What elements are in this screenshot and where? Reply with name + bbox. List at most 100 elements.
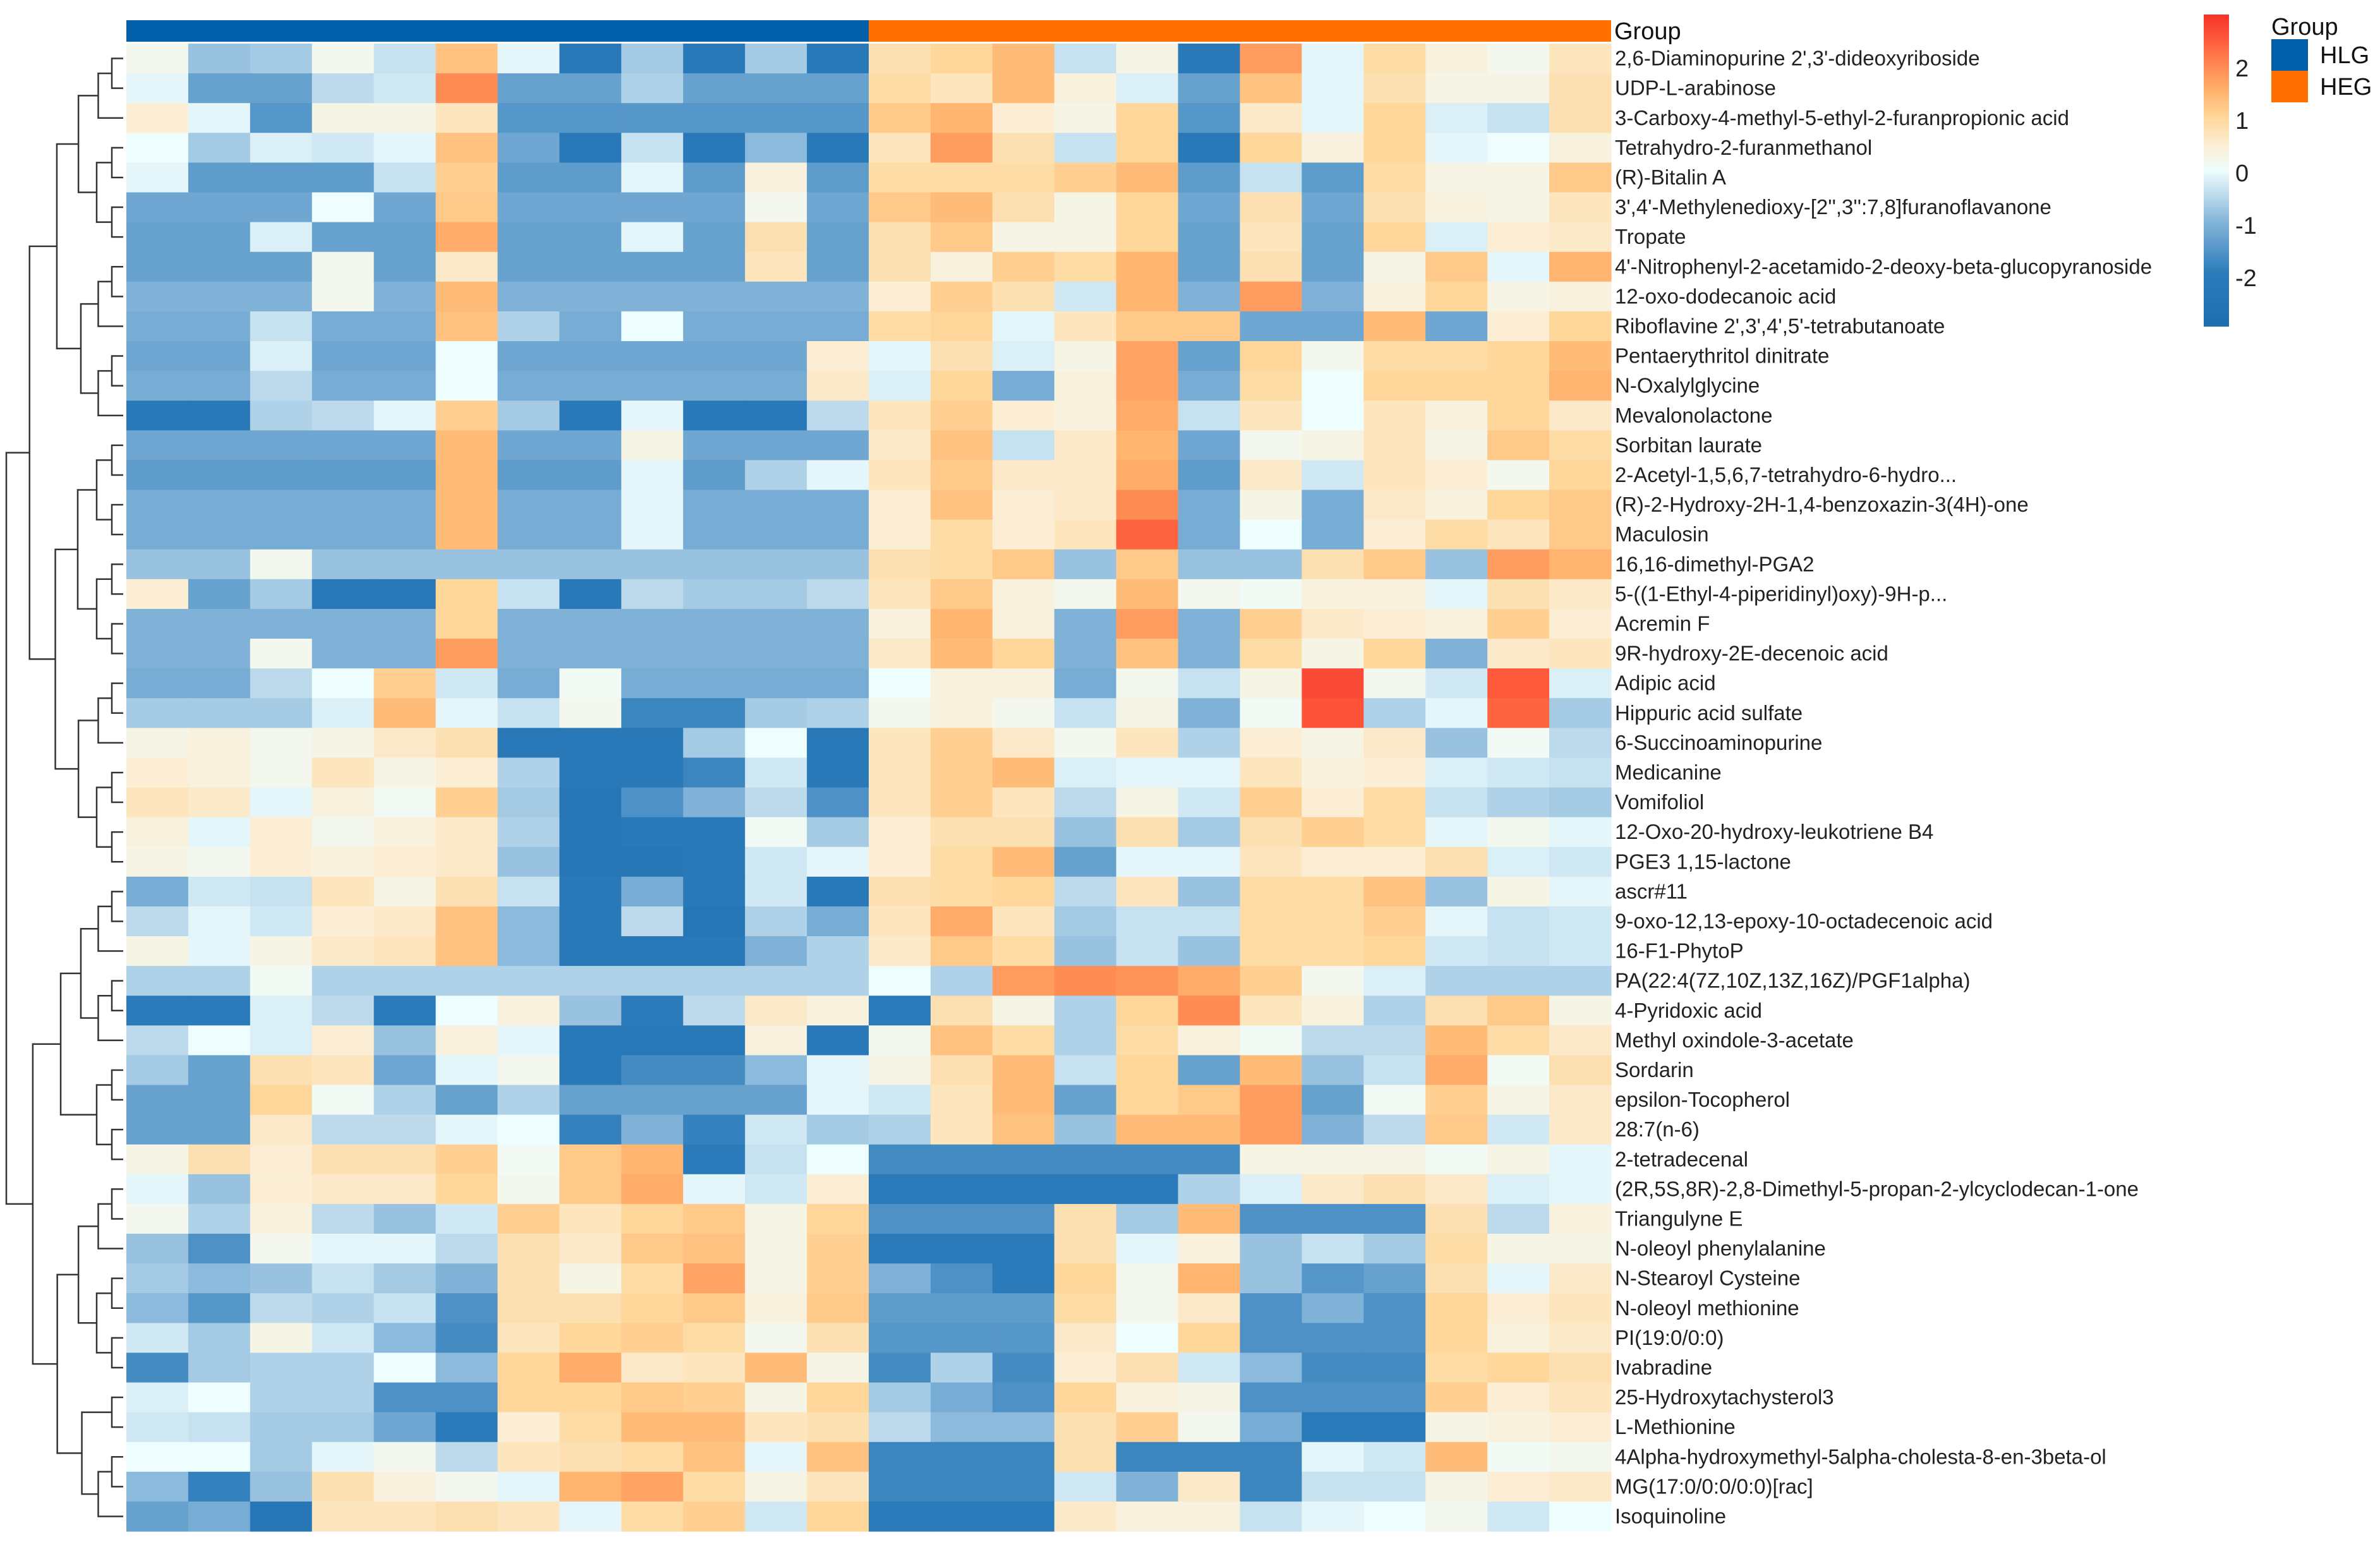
heatmap-cell (683, 341, 746, 371)
heatmap-cell (745, 1174, 807, 1205)
heatmap-cell (250, 1203, 313, 1234)
row-label: Tropate (1615, 225, 1686, 248)
heatmap-cell (683, 639, 746, 669)
heatmap-cell (683, 460, 746, 491)
heatmap-cell (435, 1114, 498, 1145)
heatmap-cell (745, 728, 807, 758)
heatmap-cell (1240, 1471, 1303, 1502)
heatmap-cell (559, 103, 622, 133)
row-labels: 2,6-Diaminopurine 2',3'-dideoxyriboside U… (1615, 47, 2152, 1528)
heatmap-cell (435, 846, 498, 877)
heatmap-cell (1549, 1085, 1612, 1116)
heatmap-cell (621, 1263, 684, 1294)
heatmap-cell (559, 579, 622, 610)
heatmap-cell (1549, 1025, 1612, 1056)
heatmap-cell (930, 728, 993, 758)
heatmap-cell (992, 1085, 1055, 1116)
heatmap-cell (1116, 1025, 1179, 1056)
heatmap-cell (1178, 1085, 1241, 1116)
heatmap-cell (1302, 1234, 1364, 1264)
heatmap-cell (869, 846, 931, 877)
heatmap-cell (745, 1352, 807, 1383)
heatmap-cell (1487, 966, 1550, 996)
heatmap-cell (1425, 787, 1488, 818)
dendrogram-branch (97, 697, 123, 744)
heatmap-cell (869, 1442, 931, 1473)
heatmap-cell (1178, 876, 1241, 907)
heatmap-cell (1302, 1174, 1364, 1205)
heatmap-cell (311, 698, 375, 728)
heatmap-cell (992, 103, 1055, 133)
heatmap-cell (1302, 73, 1364, 104)
row-label: 2-Acetyl-1,5,6,7-tetrahydro-6-hydro... (1615, 463, 1957, 486)
heatmap-cell (250, 1025, 313, 1056)
dendrogram-branch (77, 720, 99, 818)
heatmap-cell (683, 1352, 746, 1383)
heatmap-cell (869, 281, 931, 312)
dendrogram-branch (111, 1128, 123, 1160)
heatmap-cell (1054, 44, 1117, 74)
heatmap-cell (1549, 846, 1612, 877)
heatmap-cell (1549, 460, 1612, 491)
heatmap-cell (435, 787, 498, 818)
heatmap-cell (1116, 996, 1179, 1026)
heatmap-cell (1178, 996, 1241, 1026)
heatmap-cell (745, 133, 807, 163)
heatmap-cell (745, 787, 807, 818)
heatmap-cell (1116, 162, 1179, 193)
heatmap-cell (869, 162, 931, 193)
heatmap-cell (930, 460, 993, 491)
heatmap-cell (992, 371, 1055, 401)
heatmap-cell (1178, 162, 1241, 193)
heatmap-cell (1549, 281, 1612, 312)
dendrogram-branch (97, 905, 123, 952)
heatmap-cell (1178, 608, 1241, 639)
heatmap-cell (1363, 490, 1426, 521)
dendrogram-branch (111, 771, 123, 804)
dendrogram-branch (95, 162, 112, 223)
color-scale-tick-label: -2 (2235, 265, 2257, 292)
heatmap-cell (1302, 1263, 1364, 1294)
heatmap-cell (869, 341, 931, 371)
heatmap-cell (683, 1293, 746, 1323)
heatmap-cell (1425, 608, 1488, 639)
heatmap-cell (992, 608, 1055, 639)
row-label: 9-oxo-12,13-epoxy-10-octadecenoic acid (1615, 910, 1993, 933)
heatmap-cell (930, 876, 993, 907)
heatmap-cell (1487, 401, 1550, 431)
heatmap-cell (1054, 222, 1117, 253)
heatmap-cell (250, 668, 313, 699)
row-label: Vomifoliol (1615, 790, 1704, 814)
heatmap-cell (373, 787, 437, 818)
heatmap-cell (869, 757, 931, 788)
heatmap-cell (1116, 846, 1179, 877)
heatmap-cell (1549, 608, 1612, 639)
heatmap-cell (683, 1055, 746, 1086)
heatmap-cell (930, 311, 993, 342)
heatmap-cell (745, 876, 807, 907)
heatmap-cell (1549, 44, 1612, 74)
heatmap-cell (1549, 401, 1612, 431)
heatmap-cell (1240, 490, 1303, 521)
heatmap-cell (869, 1323, 931, 1353)
heatmap-cell (807, 1442, 869, 1473)
heatmap-cell (869, 311, 931, 342)
heatmap-cell (683, 1174, 746, 1205)
heatmap-cell (683, 430, 746, 461)
heatmap-cell (1178, 222, 1241, 253)
heatmap-cell (1054, 1025, 1117, 1056)
heatmap-cell (1487, 1025, 1550, 1056)
heatmap-cell (373, 311, 437, 342)
heatmap-cell (250, 73, 313, 104)
heatmap-cell (1054, 1174, 1117, 1205)
heatmap-cell (745, 519, 807, 550)
heatmap-cell (1425, 1085, 1488, 1116)
heatmap-cell (311, 1323, 375, 1353)
heatmap-cell (992, 1174, 1055, 1205)
heatmap-cell (188, 787, 251, 818)
dendrogram-branch (111, 266, 123, 298)
heatmap-cell (1178, 1234, 1241, 1264)
heatmap-cell (373, 490, 437, 521)
heatmap-cell (1425, 341, 1488, 371)
heatmap-cell (1240, 1055, 1303, 1086)
